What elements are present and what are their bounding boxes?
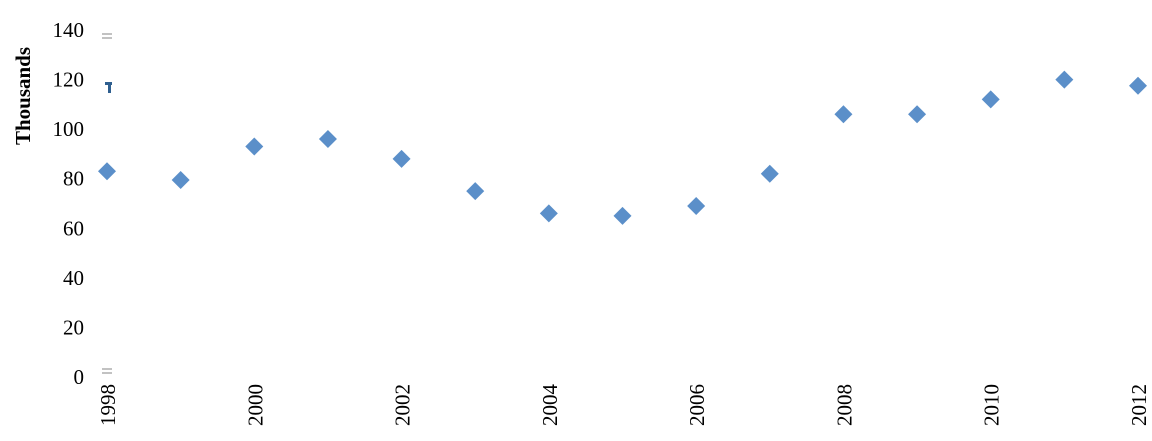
y-tick-label: 120 [53,68,85,92]
x-tick-label: 2012 [1127,384,1151,426]
x-tick-label: 2002 [391,384,415,426]
y-tick-label: 20 [63,315,84,339]
data-point [318,130,337,149]
data-point [834,105,853,124]
y-tick-label: 60 [63,216,84,240]
data-point [98,162,116,181]
y-tick-label: 0 [74,365,85,389]
error-bar-stem [108,84,111,94]
x-tick-label: 1998 [96,384,120,426]
y-axis-ticks: 0 20 40 60 80 100 120 140 [53,18,85,389]
x-tick-label: 2004 [538,384,562,427]
y-tick-label: 40 [63,266,84,290]
x-axis-ticks: 1998 2000 2002 2004 2006 2008 2010 2012 [96,384,1151,427]
error-bar-mark [105,82,112,86]
data-point [392,149,411,168]
data-point [1129,76,1147,95]
data-point [687,196,706,215]
error-bars [102,33,112,374]
x-tick-label: 2000 [243,384,267,426]
y-tick-label: 140 [53,18,85,42]
data-point [908,105,927,124]
x-tick-label: 2010 [980,384,1004,426]
x-tick-label: 2006 [685,384,709,426]
data-point [539,204,558,223]
data-point [613,206,632,225]
y-tick-label: 100 [53,117,85,141]
data-point [245,137,264,156]
data-point [1055,70,1074,89]
y-tick-label: 80 [63,167,84,191]
data-point [171,170,190,189]
y-axis-title: Thousands [11,47,35,145]
x-tick-label: 2008 [832,384,856,426]
data-point [981,90,1000,109]
data-point [760,164,779,183]
data-points [98,70,1147,225]
data-point [466,182,485,201]
